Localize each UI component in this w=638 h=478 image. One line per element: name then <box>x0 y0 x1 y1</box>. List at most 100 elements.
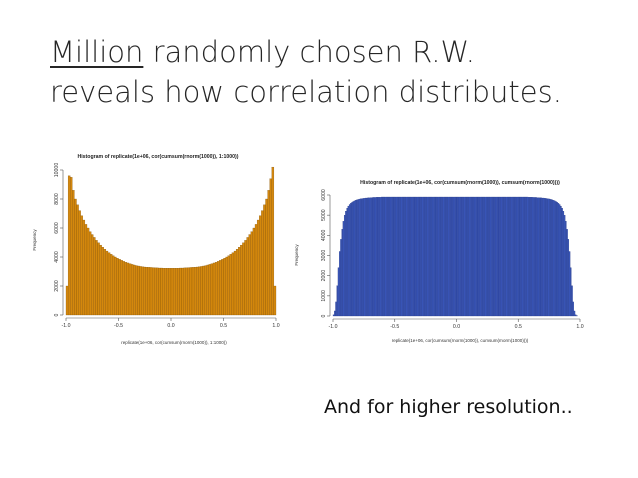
histogram-bar <box>478 196 481 317</box>
histogram-bar <box>463 196 466 317</box>
histogram-bar <box>154 267 157 316</box>
histogram-bar <box>116 258 119 316</box>
histogram-bar <box>200 266 203 316</box>
histogram-bar <box>447 196 450 317</box>
histogram-bar <box>446 196 448 317</box>
histogram-bar <box>78 210 81 316</box>
histogram-bar <box>457 196 460 317</box>
histogram-bar <box>505 196 508 317</box>
histogram-bar <box>440 196 442 317</box>
histogram-bar <box>93 237 96 316</box>
histogram-bar <box>508 196 510 317</box>
histogram-bar <box>377 197 379 317</box>
histogram-bar <box>187 267 191 316</box>
histogram-bar <box>86 227 90 316</box>
histogram-bar <box>267 190 270 316</box>
histogram-bar <box>91 234 94 316</box>
histogram-bar <box>513 196 515 317</box>
histogram-bar <box>550 199 552 317</box>
histogram-bar <box>534 197 536 317</box>
histogram-bar <box>509 196 511 317</box>
histogram-bar <box>97 242 100 316</box>
histogram-bar <box>367 197 369 317</box>
y-tick-label: 0 <box>321 314 327 317</box>
histogram-bar <box>346 207 348 317</box>
histogram-bar <box>573 310 576 317</box>
histogram-bar <box>231 252 235 316</box>
histogram-bar <box>166 268 170 316</box>
histogram-bar <box>185 267 188 316</box>
histogram-bar <box>130 264 134 316</box>
histogram-bar <box>400 196 403 317</box>
histogram-bar <box>360 198 362 317</box>
histogram-bar <box>568 251 571 317</box>
histogram-bar <box>535 197 537 317</box>
histogram-bars <box>65 166 277 316</box>
histogram-bar <box>561 207 563 317</box>
histogram-bar <box>361 198 363 317</box>
histogram-chart-linear: Histogram of replicate(1e+06, cor(cumsum… <box>32 154 280 345</box>
histogram-bar <box>362 198 364 317</box>
histogram-bar <box>177 268 180 316</box>
histogram-bar <box>342 221 345 317</box>
histogram-bar <box>477 196 479 317</box>
histogram-bar <box>531 197 534 317</box>
histogram-bar <box>469 196 472 317</box>
histogram-bar <box>259 215 262 316</box>
histogram-bar <box>558 204 561 317</box>
histogram-bar <box>442 196 445 317</box>
histogram-bar <box>72 190 75 316</box>
histogram-bar <box>345 211 347 317</box>
histogram-bar <box>122 261 125 316</box>
histogram-bar <box>223 258 226 316</box>
histogram-bar <box>460 196 462 317</box>
histogram-bar <box>112 255 115 316</box>
histogram-bar <box>238 247 241 316</box>
histogram-bar <box>441 196 444 317</box>
histogram-bar <box>483 196 486 317</box>
histogram-bar <box>355 200 357 317</box>
histogram-bar <box>448 196 451 317</box>
histogram-bar <box>221 259 224 316</box>
histogram-bar <box>472 196 474 317</box>
histogram-bar <box>151 267 155 316</box>
histogram-bar <box>334 310 336 317</box>
histogram-bar <box>530 197 532 317</box>
histogram-bar <box>537 197 540 317</box>
histogram-bar <box>465 196 467 317</box>
histogram-bar <box>504 196 507 317</box>
histogram-bar <box>109 254 113 316</box>
histogram-bar <box>271 166 275 316</box>
histogram-bar <box>398 196 400 317</box>
histogram-bar <box>563 215 566 317</box>
histogram-bar <box>379 197 382 317</box>
histogram-bar <box>502 196 504 317</box>
histogram-bar <box>181 267 184 316</box>
histogram-bar <box>435 196 437 317</box>
y-tick-label: 4000 <box>54 251 60 263</box>
histogram-bar <box>551 199 553 317</box>
histogram-bar <box>488 196 490 317</box>
histogram-bar <box>403 196 405 317</box>
histogram-bar <box>244 240 247 316</box>
histogram-bar <box>471 196 473 317</box>
histogram-bar <box>572 301 574 317</box>
histogram-bar <box>439 196 441 317</box>
histogram-bar <box>337 267 340 317</box>
histogram-bar <box>357 199 360 317</box>
histogram-bar <box>445 196 447 317</box>
histogram-bar <box>105 250 109 316</box>
histogram-bar <box>126 262 130 316</box>
x-tick-label: -1.0 <box>62 323 71 329</box>
histogram-bar <box>489 196 492 317</box>
x-tick-label: -0.5 <box>114 323 123 329</box>
histogram-bar <box>518 196 520 317</box>
histogram-bar <box>474 196 477 317</box>
histogram-bar <box>553 200 556 317</box>
histogram-bar <box>451 196 453 317</box>
histogram-bar <box>139 266 142 316</box>
histogram-bar <box>555 201 557 317</box>
histogram-bar <box>431 196 434 317</box>
histogram-bar <box>172 268 176 316</box>
histogram-bar <box>387 196 389 317</box>
